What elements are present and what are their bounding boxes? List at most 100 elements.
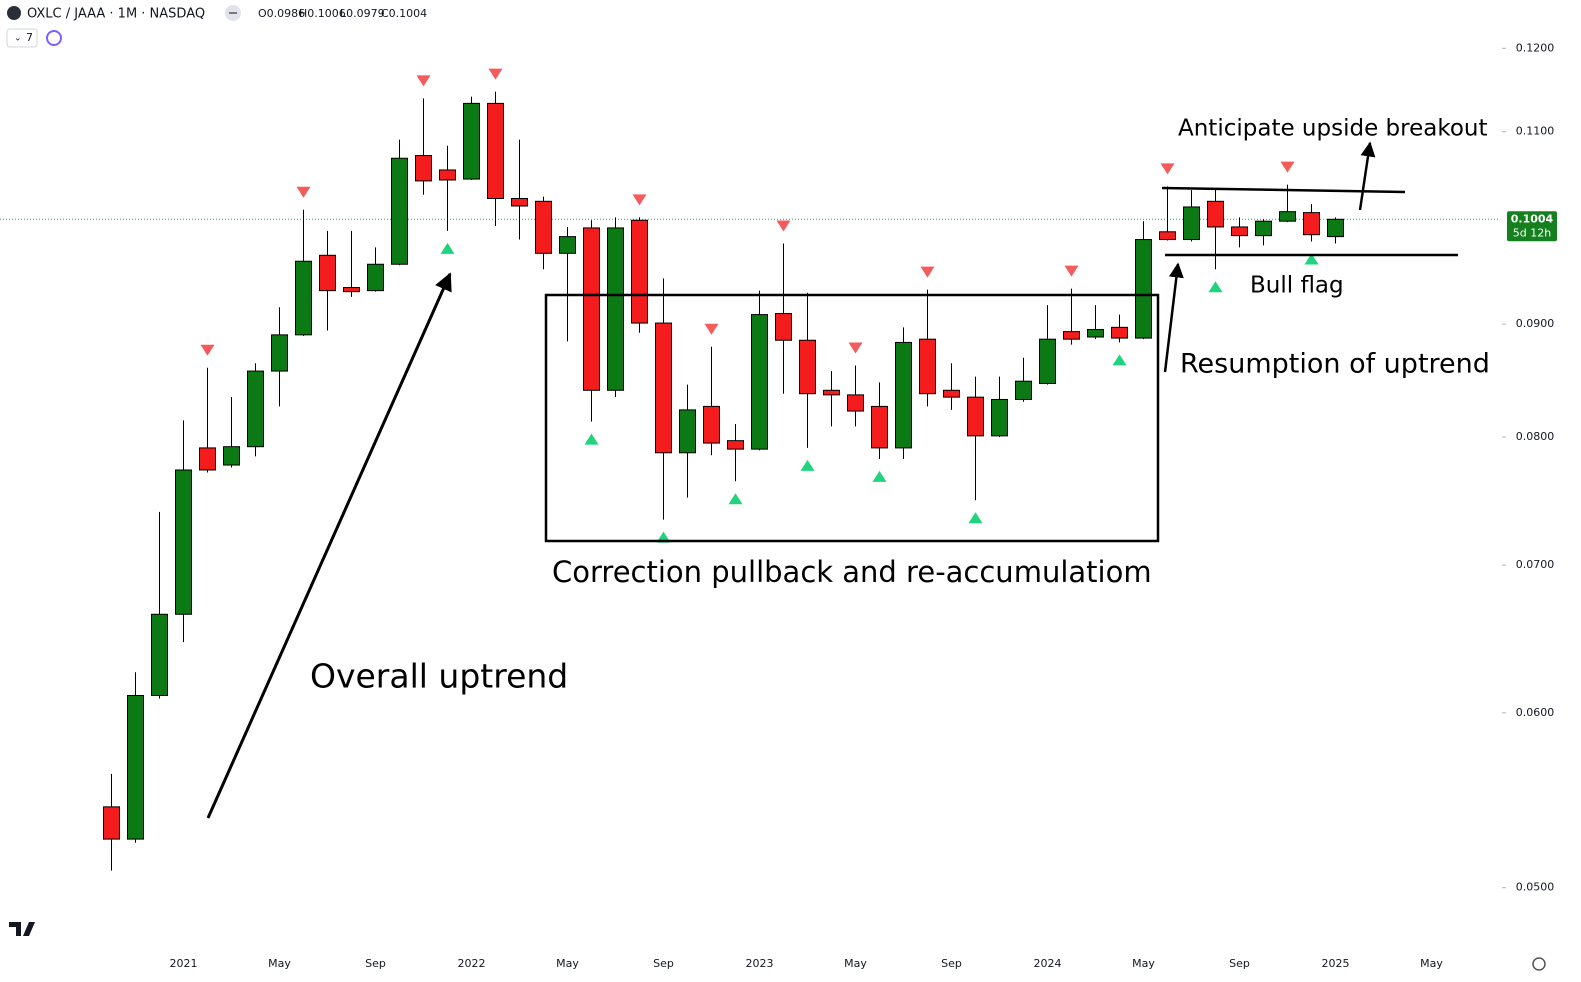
x-tick-label: 2024 — [1034, 957, 1062, 970]
flag-top-line — [1161, 186, 1406, 194]
indicator-count: 7 — [26, 31, 33, 44]
candle-body — [127, 694, 144, 840]
plot-area: 0.1200 0.1100 0.0900 0.0800 0.0700 0.0600 0.05… — [0, 41, 1554, 970]
candle-body — [679, 409, 696, 454]
candle-body — [847, 394, 864, 412]
candle-body — [1063, 331, 1080, 340]
candle-body — [1135, 239, 1152, 339]
pivot-high-marker — [200, 344, 215, 356]
y-tick-label: 0.0700 — [1516, 558, 1555, 571]
x-tick-label: May — [844, 957, 867, 970]
candle-body — [1015, 380, 1032, 400]
candle-body — [703, 405, 720, 444]
y-tick-label: 0.1100 — [1516, 125, 1555, 138]
candle-body — [415, 155, 432, 182]
ohlc-value: O0.0986 — [258, 7, 305, 20]
pivot-high-marker — [920, 266, 935, 278]
breakout-arrow — [1358, 141, 1376, 211]
settings-icon[interactable] — [1532, 957, 1546, 971]
candle-body — [439, 169, 456, 181]
candle-body — [1087, 328, 1104, 338]
candle-body — [775, 313, 792, 341]
candle-body — [559, 236, 576, 254]
candle-body — [823, 389, 840, 396]
x-tick-label: 2023 — [746, 957, 774, 970]
y-tick-label: 0.0900 — [1516, 317, 1555, 330]
pivot-high-marker — [1280, 161, 1295, 173]
candle-body — [943, 389, 960, 398]
candle-body — [583, 227, 600, 391]
last-price-box — [1507, 211, 1557, 242]
x-tick-label: Sep — [365, 957, 386, 970]
annotation: Anticipate upside breakout — [1178, 116, 1488, 142]
pivot-low-marker — [1304, 253, 1319, 265]
resumption-arrow — [1163, 262, 1184, 373]
candle-body — [175, 469, 192, 615]
candle-body — [1255, 220, 1272, 237]
candle-body — [1111, 326, 1128, 339]
candle-body — [919, 338, 936, 395]
candle-body — [871, 405, 888, 449]
last-price-label: 0.1004 — [1511, 212, 1554, 225]
pivot-high-marker — [1064, 265, 1079, 277]
x-tick-label: May — [556, 957, 579, 970]
pivot-low-marker — [1208, 281, 1223, 293]
candle-body — [1327, 218, 1344, 238]
candle-body — [799, 339, 816, 395]
annotation: Overall uptrend — [310, 657, 568, 696]
candle-body — [463, 102, 480, 180]
candle-body — [511, 198, 528, 207]
annotation: Bull flag — [1250, 273, 1344, 299]
pivot-high-marker — [296, 186, 311, 198]
chevron: ⌄ — [14, 34, 22, 44]
candle-body — [151, 613, 168, 696]
candle-body — [391, 157, 408, 265]
pivot-low-marker — [968, 512, 983, 524]
candle-body — [1159, 231, 1176, 241]
annotation: Correction pullback and re-accumulatiom — [552, 555, 1152, 589]
candle-body — [967, 396, 984, 437]
candle-body — [751, 314, 768, 450]
y-tick-label: 0.0600 — [1516, 706, 1555, 719]
x-tick-label: May — [1420, 957, 1443, 970]
refresh-icon[interactable] — [46, 30, 62, 46]
ohlc-value: C0.1004 — [381, 7, 427, 20]
x-tick-label: Sep — [653, 957, 674, 970]
pivot-low-marker — [728, 493, 743, 505]
candle-body — [631, 219, 648, 324]
candle-body — [319, 254, 336, 292]
x-tick-label: Sep — [1229, 957, 1250, 970]
pivot-high-marker — [848, 342, 863, 354]
candle-body — [343, 287, 360, 293]
candle-body — [199, 447, 216, 471]
y-tick-label: 0.0800 — [1516, 430, 1555, 443]
pivot-high-marker — [704, 323, 719, 335]
candle-body — [535, 200, 552, 254]
pivot-low-marker — [872, 470, 887, 482]
candle-body — [487, 102, 504, 200]
pivot-low-marker — [1112, 354, 1127, 366]
x-tick-label: 2025 — [1322, 957, 1350, 970]
symbol[interactable]: OXLC / JAAA · 1M · NASDAQ — [27, 7, 205, 22]
pivot-low-marker — [800, 459, 815, 471]
indicator-toggle[interactable] — [6, 28, 38, 48]
candle-body — [991, 398, 1008, 437]
pivot-high-marker — [632, 194, 647, 206]
x-tick-label: May — [268, 957, 291, 970]
range-box — [544, 293, 1160, 543]
candle-body — [247, 370, 264, 448]
pivot-high-marker — [1160, 163, 1175, 175]
candle-body — [1207, 200, 1224, 228]
candle-body — [367, 263, 384, 292]
x-tick-label: Sep — [941, 957, 962, 970]
pivot-high-marker — [488, 68, 503, 80]
candle-body — [295, 260, 312, 336]
x-tick-label: 2021 — [170, 957, 198, 970]
candle-body — [1039, 338, 1056, 384]
candle-body — [655, 322, 672, 454]
candle-body — [271, 334, 288, 372]
logo[interactable] — [9, 922, 35, 936]
